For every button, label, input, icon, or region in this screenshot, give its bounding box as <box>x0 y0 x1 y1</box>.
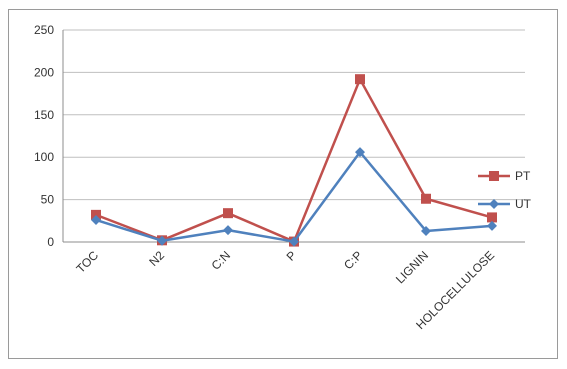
x-tick-label: C:P <box>341 248 365 272</box>
gridlines <box>63 29 525 201</box>
data-point-ut <box>223 225 233 236</box>
x-tick-label: TOC <box>73 248 101 276</box>
legend-marker <box>489 199 499 209</box>
x-tick-label: C:N <box>209 248 234 273</box>
data-point-ut <box>487 220 497 231</box>
axes <box>62 30 525 243</box>
x-tick-label: LIGNIN <box>393 248 431 286</box>
data-point-ut <box>355 147 365 158</box>
x-tick-label: P <box>284 248 300 264</box>
series-ut <box>91 147 497 247</box>
series-pt <box>91 74 497 247</box>
y-tick-label: 200 <box>34 65 54 79</box>
series <box>91 74 497 247</box>
legend-marker <box>489 171 499 181</box>
x-tick-label: N2 <box>146 248 167 269</box>
legend-item-ut: UT <box>478 197 532 211</box>
data-point-ut <box>421 225 431 236</box>
y-tick-label: 100 <box>34 150 54 164</box>
y-tick-label: 0 <box>47 235 54 249</box>
y-tick-label: 50 <box>41 193 55 207</box>
data-point-pt <box>91 209 101 220</box>
data-point-ut <box>157 235 167 246</box>
data-point-pt <box>421 193 431 204</box>
legend-label: PT <box>515 169 531 183</box>
y-tick-label: 150 <box>34 108 54 122</box>
data-point-pt <box>223 208 233 219</box>
data-point-ut <box>289 236 299 247</box>
series-line-ut <box>95 150 493 243</box>
y-axis-ticks: 0 50 100 150 200 250 <box>34 23 54 249</box>
legend-item-pt: PT <box>478 169 531 183</box>
data-point-pt <box>355 74 365 85</box>
legend: PT UT <box>478 169 532 211</box>
data-point-ut <box>91 214 101 225</box>
y-tick-label: 250 <box>34 23 54 37</box>
legend-label: UT <box>515 197 532 211</box>
data-point-pt <box>487 212 497 223</box>
series-line-pt <box>95 77 493 243</box>
chart-frame <box>8 9 558 359</box>
